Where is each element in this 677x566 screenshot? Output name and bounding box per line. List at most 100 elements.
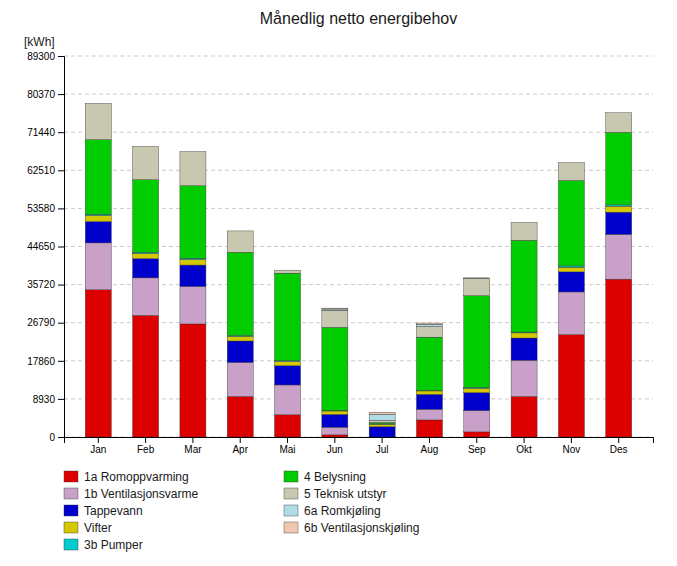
legend-item: 5 Teknisk utstyr (284, 487, 386, 501)
bar-segment (511, 222, 537, 223)
bar-segment (369, 423, 395, 424)
bar-segment (85, 216, 111, 222)
series (85, 132, 631, 423)
x-tick: Mai (279, 437, 295, 455)
x-tick-mark (98, 437, 99, 443)
bar-segment (606, 212, 632, 234)
x-tick-mark (571, 437, 572, 443)
x-tick: Nov (562, 437, 580, 455)
bar-segment (180, 152, 206, 186)
bar-segment (275, 366, 301, 385)
bar-segment (227, 341, 253, 362)
bar-segment (511, 222, 537, 223)
bar-segment (416, 391, 442, 394)
y-tick-mark (58, 56, 64, 57)
y-tick-mark (58, 323, 64, 324)
y-tick: 35720 (27, 279, 64, 290)
legend-swatch (284, 488, 298, 499)
bar-segment (416, 409, 442, 420)
bar-segment (275, 415, 301, 437)
x-tick: Aug (421, 437, 439, 455)
bar-segment (558, 335, 584, 437)
series (85, 279, 631, 437)
y-tick-mark (58, 399, 64, 400)
bar-segment (133, 180, 159, 253)
y-axis-line (58, 57, 65, 438)
y-tick: 80370 (27, 89, 64, 100)
bar-segment (275, 385, 301, 415)
bar-segment (180, 324, 206, 437)
bar-segment (322, 414, 348, 427)
y-tick-mark (58, 170, 64, 171)
bar-segment (180, 151, 206, 152)
bar-segment (133, 146, 159, 147)
y-tick-label: 35720 (27, 279, 55, 290)
legend-item: 4 Belysning (284, 470, 366, 484)
title: Månedlig netto energibehov (260, 10, 457, 27)
bar-segment (416, 323, 442, 324)
x-tick-mark (145, 437, 146, 443)
legend-swatch (284, 522, 298, 533)
legend-swatch (64, 522, 78, 533)
y-tick-label: 71440 (27, 127, 55, 138)
bar-segment (464, 388, 490, 392)
x-tick-mark (429, 437, 430, 443)
bar-segment (416, 394, 442, 409)
bars (85, 103, 631, 437)
x-axis-line (65, 438, 654, 444)
y-tick-label: 44650 (27, 241, 55, 252)
bar-segment (322, 308, 348, 310)
legend-swatch (284, 471, 298, 482)
y-tick-mark (58, 285, 64, 286)
y-axis-label: [kWh] (24, 35, 55, 49)
bar-segment (227, 230, 253, 231)
bar-segment (558, 162, 584, 163)
bar-segment (133, 259, 159, 278)
bar-segment (322, 310, 348, 327)
y-tick: 26790 (27, 317, 64, 328)
x-tick-label: Jul (376, 444, 389, 455)
y-tick: 53580 (27, 203, 64, 214)
bar-segment (558, 181, 584, 266)
x-tick-label: Jan (90, 444, 106, 455)
bar-segment (606, 113, 632, 133)
bar-segment (275, 270, 301, 273)
bar-segment (227, 252, 253, 335)
grid (64, 56, 653, 437)
x-tick-mark (287, 437, 288, 443)
plot: 0893017860267903572044650535806251071440… (27, 51, 653, 455)
series (322, 278, 490, 420)
y-tick-mark (58, 132, 64, 133)
bar-segment (85, 140, 111, 215)
bar-segment (558, 292, 584, 335)
bar-segment (464, 296, 490, 388)
x-tick-label: Aug (421, 444, 439, 455)
y-tick: 17860 (27, 356, 64, 367)
grid-line (64, 94, 653, 95)
x-tick-label: Okt (516, 444, 532, 455)
y-tick-label: 62510 (27, 165, 55, 176)
legend-item: 6a Romkjøling (284, 504, 381, 518)
grid-line (64, 132, 653, 133)
legend-label: Vifter (84, 521, 112, 535)
bar-segment (85, 243, 111, 290)
x-tick: Jun (327, 437, 343, 455)
legend-label: 3b Pumper (84, 538, 143, 552)
bar-segment (606, 112, 632, 113)
bar-segment (227, 362, 253, 396)
x-tick-label: Mai (279, 444, 295, 455)
bar-segment (133, 146, 159, 179)
bar-segment (606, 132, 632, 205)
bar-segment (369, 420, 395, 422)
bar-segment (322, 327, 348, 410)
bar-segment (511, 396, 537, 437)
bar-segment (606, 279, 632, 437)
bar-segment (464, 432, 490, 437)
x-tick-mark (476, 437, 477, 443)
bar-segment (416, 324, 442, 326)
y-tick-label: 17860 (27, 356, 55, 367)
bar-segment (464, 279, 490, 296)
series (85, 206, 631, 427)
grid-line (64, 56, 653, 57)
bar-segment (464, 411, 490, 432)
